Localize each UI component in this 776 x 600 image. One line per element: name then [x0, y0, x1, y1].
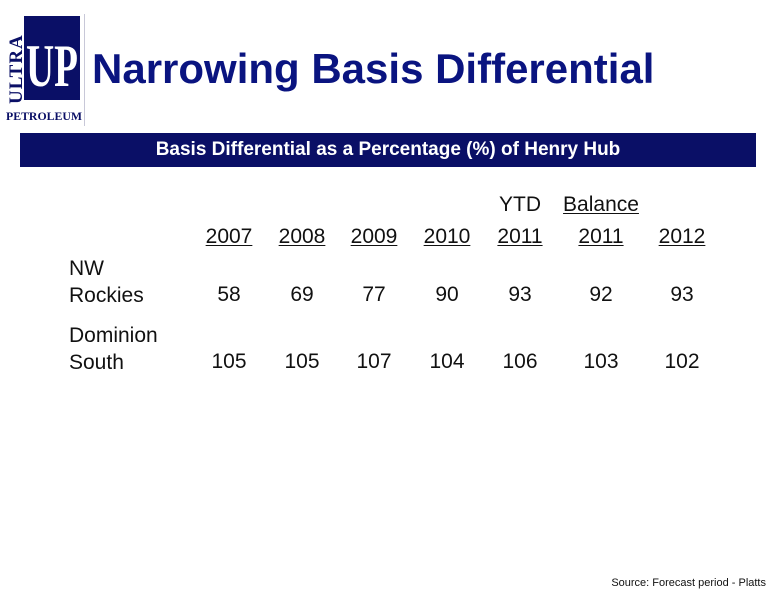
header-year: 2011 — [497, 225, 543, 248]
header-year: 2012 — [658, 225, 706, 248]
table-cell: 105 — [284, 350, 320, 373]
table-cell: 58 — [217, 283, 241, 306]
table-cell: 106 — [502, 350, 538, 373]
logo-graphic: ULTRA UP PETROLEUM — [6, 16, 82, 123]
row-label-dominion-south: Dominion South — [69, 322, 158, 376]
table-cell: 93 — [670, 283, 694, 306]
page-title: Narrowing Basis Differential — [92, 45, 655, 92]
table-cell: 92 — [589, 283, 613, 306]
row-label-line: Rockies — [69, 284, 144, 307]
header-year: 2007 — [205, 225, 253, 248]
logo-block — [24, 16, 80, 100]
row-label-line: NW — [69, 257, 104, 280]
table-cell: 105 — [211, 350, 247, 373]
header-year: 2009 — [350, 225, 398, 248]
table-cell: 77 — [362, 283, 386, 306]
logo-text-petroleum: PETROLEUM — [6, 109, 82, 123]
header-top-balance: Balance — [563, 193, 639, 216]
logo-text-ultra: ULTRA — [6, 34, 27, 104]
table-cell: 104 — [429, 350, 465, 373]
row-label-nw-rockies: NW Rockies — [69, 255, 144, 309]
source-note: Source: Forecast period - Platts — [611, 577, 766, 589]
table-cell: 69 — [290, 283, 314, 306]
logo-text-up: UP — [26, 33, 78, 99]
table-cell: 93 — [508, 283, 532, 306]
header-year: 2008 — [278, 225, 326, 248]
table-caption-banner: Basis Differential as a Percentage (%) o… — [20, 133, 756, 167]
row-label-line: Dominion — [69, 324, 158, 347]
header-top-ytd: YTD — [499, 193, 541, 216]
row-label-line: South — [69, 351, 124, 374]
header-year: 2011 — [578, 225, 624, 248]
table-cell: 90 — [435, 283, 459, 306]
ultra-petroleum-logo: ULTRA UP PETROLEUM — [4, 14, 85, 126]
header-year: 2010 — [423, 225, 471, 248]
table-cell: 103 — [583, 350, 619, 373]
table-cell: 107 — [356, 350, 392, 373]
table-cell: 102 — [664, 350, 700, 373]
